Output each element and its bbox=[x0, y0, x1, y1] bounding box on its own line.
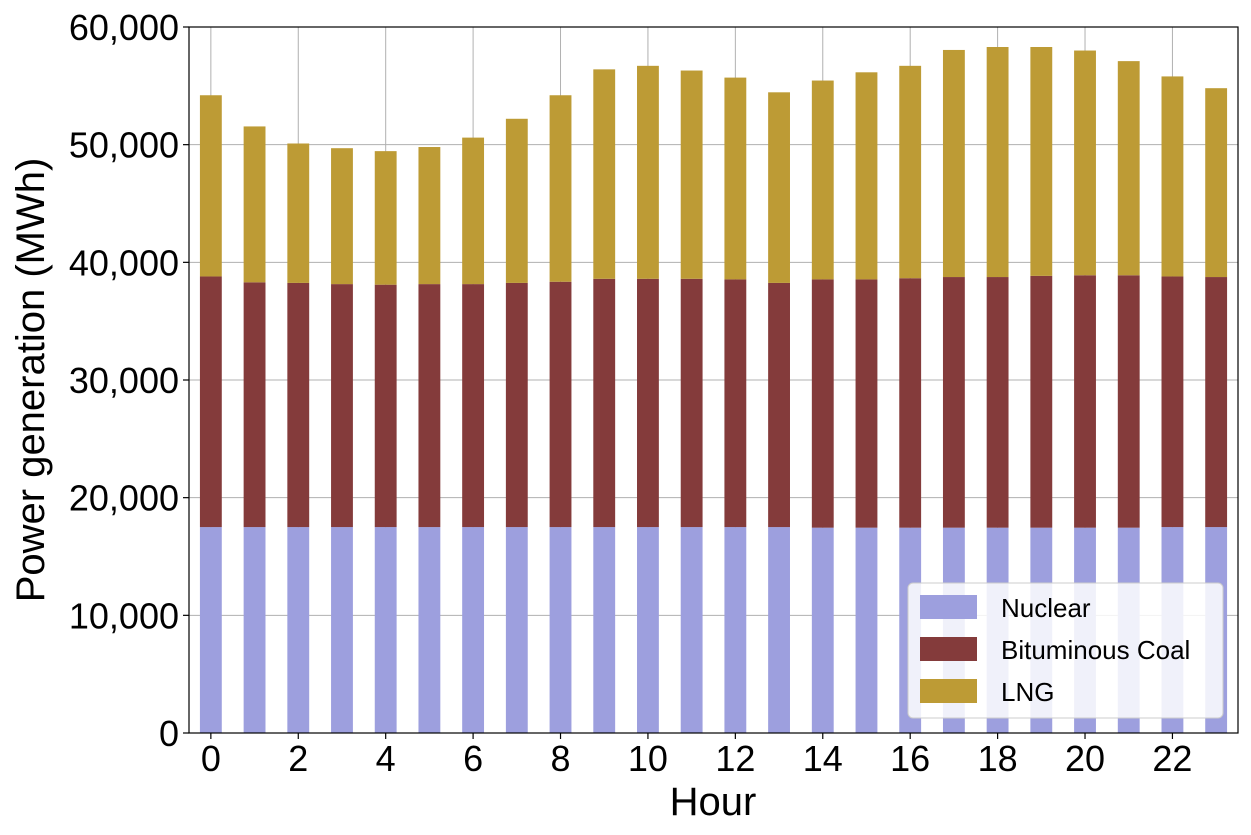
bar-lng-hour-16 bbox=[899, 65, 922, 279]
x-tick-label: 8 bbox=[551, 738, 571, 779]
x-tick-label: 22 bbox=[1152, 738, 1192, 779]
bar-bituminous-coal-hour-3 bbox=[331, 284, 353, 528]
bar-nuclear-hour-15 bbox=[855, 527, 878, 733]
legend-label-bituminous-coal: Bituminous Coal bbox=[1001, 635, 1190, 665]
bar-nuclear-hour-0 bbox=[199, 527, 222, 733]
bar-bituminous-coal-hour-9 bbox=[593, 278, 616, 528]
bar-nuclear-hour-1 bbox=[243, 527, 266, 733]
bar-nuclear-hour-5 bbox=[418, 527, 441, 733]
bar-bituminous-coal-hour-18 bbox=[986, 277, 1009, 528]
bar-lng-hour-0 bbox=[199, 95, 222, 277]
bar-nuclear-hour-3 bbox=[331, 527, 353, 733]
bar-nuclear-hour-14 bbox=[811, 527, 834, 733]
legend-box bbox=[907, 582, 1224, 719]
y-tick-label: 0 bbox=[159, 713, 179, 754]
bar-lng-hour-2 bbox=[287, 143, 310, 283]
y-axis-ticks: 0 10,000 20,000 30,000 40,000 50,000 60,000 bbox=[69, 7, 189, 754]
bar-bituminous-coal-hour-23 bbox=[1205, 277, 1228, 528]
bar-lng-hour-21 bbox=[1117, 61, 1140, 276]
bar-lng-hour-23 bbox=[1205, 88, 1228, 278]
bar-nuclear-hour-11 bbox=[680, 527, 703, 733]
bar-lng-hour-10 bbox=[637, 65, 659, 279]
bar-lng-hour-5 bbox=[418, 147, 441, 285]
bar-bituminous-coal-hour-5 bbox=[418, 284, 441, 528]
bar-lng-hour-13 bbox=[768, 92, 790, 283]
bar-bituminous-coal-hour-14 bbox=[811, 279, 834, 528]
bar-lng-hour-9 bbox=[593, 69, 616, 279]
bar-nuclear-hour-9 bbox=[593, 527, 616, 733]
bar-bituminous-coal-hour-15 bbox=[855, 279, 878, 528]
bar-lng-hour-20 bbox=[1074, 50, 1096, 276]
bar-bituminous-coal-hour-12 bbox=[724, 279, 747, 528]
bar-lng-hour-18 bbox=[986, 47, 1009, 278]
y-axis-label: Power generation (MWh) bbox=[9, 158, 53, 603]
x-tick-label: 10 bbox=[628, 738, 668, 779]
bar-lng-hour-6 bbox=[462, 137, 485, 285]
x-tick-label: 4 bbox=[376, 738, 396, 779]
y-tick-label: 30,000 bbox=[69, 360, 179, 401]
x-axis-ticks: 0 2 4 6 8 10 12 14 16 18 20 22 bbox=[201, 733, 1192, 779]
bar-bituminous-coal-hour-0 bbox=[199, 276, 222, 528]
bar-lng-hour-17 bbox=[942, 49, 965, 278]
bar-lng-hour-15 bbox=[855, 72, 878, 280]
y-tick-label: 20,000 bbox=[69, 478, 179, 519]
bar-nuclear-hour-7 bbox=[505, 527, 528, 733]
bar-bituminous-coal-hour-13 bbox=[768, 282, 790, 528]
y-tick-label: 60,000 bbox=[69, 7, 179, 48]
x-tick-label: 12 bbox=[715, 738, 755, 779]
bar-bituminous-coal-hour-1 bbox=[243, 282, 266, 528]
bar-bituminous-coal-hour-19 bbox=[1030, 275, 1053, 528]
y-tick-label: 10,000 bbox=[69, 595, 179, 636]
bar-bituminous-coal-hour-7 bbox=[505, 282, 528, 528]
x-tick-label: 16 bbox=[890, 738, 930, 779]
bar-bituminous-coal-hour-10 bbox=[637, 278, 659, 528]
bar-lng-hour-19 bbox=[1030, 47, 1053, 276]
legend: Nuclear Bituminous Coal LNG bbox=[907, 582, 1224, 719]
bar-lng-hour-3 bbox=[331, 148, 353, 285]
legend-swatch-lng bbox=[920, 679, 977, 703]
bar-lng-hour-8 bbox=[549, 95, 572, 282]
y-tick-label: 40,000 bbox=[69, 242, 179, 283]
bar-bituminous-coal-hour-22 bbox=[1161, 276, 1184, 528]
bar-nuclear-hour-4 bbox=[374, 527, 397, 733]
bar-lng-hour-7 bbox=[505, 118, 528, 283]
bar-bituminous-coal-hour-8 bbox=[549, 281, 572, 528]
bar-nuclear-hour-8 bbox=[549, 527, 572, 733]
legend-label-lng: LNG bbox=[1001, 677, 1054, 707]
bar-bituminous-coal-hour-4 bbox=[374, 284, 397, 528]
x-axis-label: Hour bbox=[670, 780, 757, 824]
legend-swatch-bituminous-coal bbox=[920, 637, 977, 661]
bar-nuclear-hour-10 bbox=[637, 527, 659, 733]
bar-lng-hour-12 bbox=[724, 77, 747, 280]
bar-nuclear-hour-6 bbox=[462, 527, 485, 733]
x-tick-label: 2 bbox=[288, 738, 308, 779]
bar-lng-hour-1 bbox=[243, 126, 266, 283]
x-tick-label: 20 bbox=[1065, 738, 1105, 779]
bar-lng-hour-14 bbox=[811, 80, 834, 280]
bar-bituminous-coal-hour-21 bbox=[1117, 275, 1140, 528]
x-tick-label: 6 bbox=[463, 738, 483, 779]
bar-bituminous-coal-hour-11 bbox=[680, 278, 703, 528]
legend-items: Nuclear Bituminous Coal LNG bbox=[920, 593, 1190, 707]
bar-nuclear-hour-12 bbox=[724, 527, 747, 733]
bar-bituminous-coal-hour-2 bbox=[287, 282, 310, 528]
bar-lng-hour-4 bbox=[374, 151, 397, 285]
bar-bituminous-coal-hour-6 bbox=[462, 284, 485, 528]
bar-bituminous-coal-hour-20 bbox=[1074, 275, 1096, 528]
bar-bituminous-coal-hour-17 bbox=[942, 277, 965, 528]
bar-nuclear-hour-13 bbox=[768, 527, 790, 733]
x-tick-label: 14 bbox=[803, 738, 843, 779]
bar-nuclear-hour-2 bbox=[287, 527, 310, 733]
x-tick-label: 18 bbox=[978, 738, 1018, 779]
x-tick-label: 0 bbox=[201, 738, 221, 779]
legend-label-nuclear: Nuclear bbox=[1001, 593, 1091, 623]
bar-lng-hour-11 bbox=[680, 70, 703, 279]
legend-swatch-nuclear bbox=[920, 595, 977, 619]
bar-lng-hour-22 bbox=[1161, 76, 1184, 277]
y-tick-label: 50,000 bbox=[69, 125, 179, 166]
bar-bituminous-coal-hour-16 bbox=[899, 278, 922, 528]
